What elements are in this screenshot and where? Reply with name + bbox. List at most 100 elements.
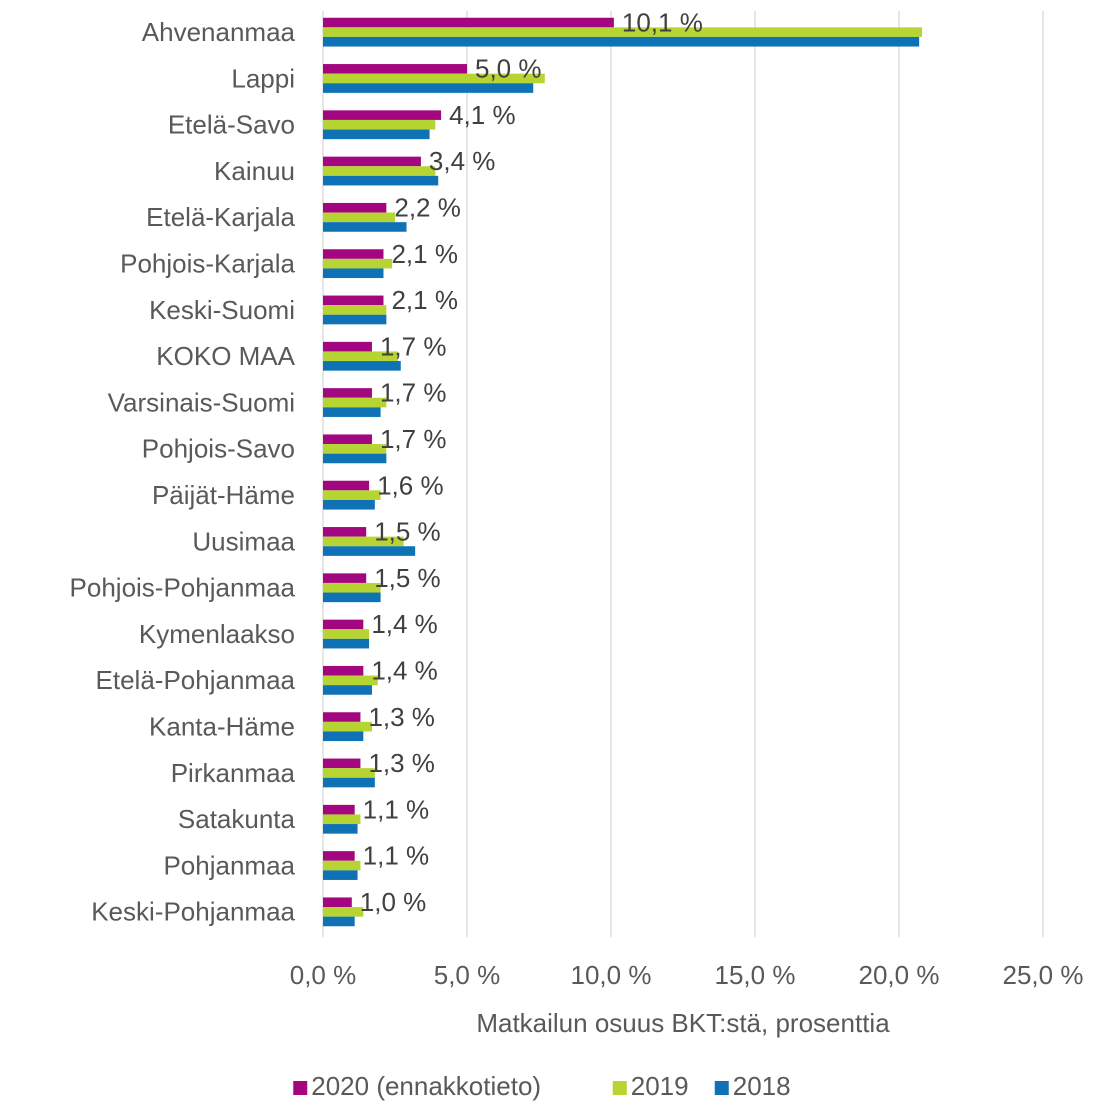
- bar: [323, 768, 375, 778]
- bar: [323, 175, 439, 186]
- legend-swatch: [714, 1081, 729, 1095]
- bar: [323, 721, 372, 732]
- bar: [323, 361, 401, 371]
- bar: [323, 546, 416, 556]
- bar: [323, 119, 436, 130]
- category-label: Satakunta: [178, 804, 296, 834]
- bar: [323, 268, 384, 279]
- bar: [323, 453, 387, 464]
- bar: [323, 17, 614, 28]
- bar: [323, 212, 395, 223]
- bar: [323, 897, 352, 908]
- data-label: 1,7 %: [380, 331, 447, 361]
- bar: [323, 712, 361, 722]
- legend-swatch: [293, 1081, 308, 1095]
- bar: [323, 444, 387, 454]
- legend-swatch: [612, 1081, 627, 1095]
- bar: [323, 916, 355, 927]
- data-label: 1,4 %: [371, 656, 438, 686]
- bar: [323, 777, 375, 788]
- category-label: Pirkanmaa: [171, 758, 296, 788]
- category-label: Etelä-Karjala: [146, 202, 295, 232]
- bar: [323, 824, 358, 834]
- data-label: 1,4 %: [371, 609, 438, 639]
- bar: [323, 851, 355, 861]
- category-label: Varsinais-Suomi: [108, 387, 295, 417]
- bar: [323, 166, 436, 176]
- category-label: Keski-Pohjanmaa: [91, 897, 295, 927]
- bar: [323, 351, 398, 362]
- bar: [323, 249, 384, 259]
- bar: [323, 397, 387, 408]
- legend-label: 2018: [733, 1071, 791, 1101]
- bar: [323, 222, 407, 232]
- data-label: 1,1 %: [363, 841, 430, 871]
- category-label: Pohjois-Karjala: [120, 249, 295, 279]
- bar: [323, 434, 372, 445]
- x-tick-label: 10,0 %: [571, 960, 652, 990]
- data-label: 1,7 %: [380, 378, 447, 408]
- category-label: Pohjanmaa: [163, 850, 295, 880]
- bar: [323, 814, 361, 825]
- bar: [323, 129, 430, 140]
- data-label: 3,4 %: [429, 146, 496, 176]
- bar: [323, 407, 381, 417]
- category-label: Pohjois-Pohjanmaa: [70, 573, 296, 603]
- x-tick-label: 25,0 %: [1003, 960, 1084, 990]
- bar: [323, 110, 442, 120]
- category-label: Lappi: [231, 63, 295, 93]
- data-label: 1,6 %: [377, 470, 444, 500]
- x-tick-label: 0,0 %: [290, 960, 357, 990]
- category-label: Ahvenanmaa: [142, 17, 296, 47]
- data-label: 2,2 %: [394, 193, 461, 223]
- bar: [323, 341, 372, 352]
- x-axis-title: Matkailun osuus BKT:stä, prosenttia: [476, 1008, 890, 1038]
- bar: [323, 731, 364, 742]
- bar: [323, 73, 545, 84]
- bar: [323, 27, 923, 37]
- category-label: Etelä-Pohjanmaa: [96, 665, 296, 695]
- data-label: 1,3 %: [368, 702, 435, 732]
- bar: [323, 202, 387, 213]
- bar: [323, 490, 381, 500]
- legend-label: 2020 (ennakkotieto): [311, 1071, 541, 1101]
- bar: [323, 83, 534, 93]
- category-label: Kainuu: [214, 156, 295, 186]
- bar: [323, 629, 370, 639]
- data-label: 1,3 %: [368, 748, 435, 778]
- category-label: Päijät-Häme: [152, 480, 295, 510]
- legend-label: 2019: [631, 1071, 689, 1101]
- bar: [323, 314, 387, 325]
- data-label: 2,1 %: [391, 285, 458, 315]
- bar: [323, 156, 421, 167]
- bar: [323, 870, 358, 880]
- bar: [323, 675, 378, 686]
- category-label: Kanta-Häme: [149, 712, 295, 742]
- bar: [323, 860, 361, 871]
- bar: [323, 592, 381, 603]
- data-label: 1,1 %: [363, 794, 430, 824]
- bar: [323, 527, 367, 537]
- data-label: 1,7 %: [380, 424, 447, 454]
- bar: [323, 258, 393, 269]
- bar: [323, 665, 364, 676]
- category-label: Kymenlaakso: [139, 619, 295, 649]
- x-tick-label: 5,0 %: [434, 960, 501, 990]
- category-label: Etelä-Savo: [168, 110, 295, 140]
- bar: [323, 804, 355, 815]
- data-label: 2,1 %: [391, 239, 458, 269]
- category-label: Pohjois-Savo: [142, 434, 295, 464]
- bar: [323, 907, 364, 917]
- category-label: Keski-Suomi: [149, 295, 295, 325]
- bar: [323, 536, 404, 547]
- x-tick-label: 20,0 %: [859, 960, 940, 990]
- category-label: KOKO MAA: [156, 341, 295, 371]
- category-label: Uusimaa: [192, 526, 295, 556]
- bar: [323, 64, 467, 74]
- bar: [323, 499, 375, 510]
- x-tick-label: 15,0 %: [715, 960, 796, 990]
- data-label: 1,5 %: [374, 563, 441, 593]
- bar: [323, 388, 372, 398]
- bar: [323, 685, 372, 695]
